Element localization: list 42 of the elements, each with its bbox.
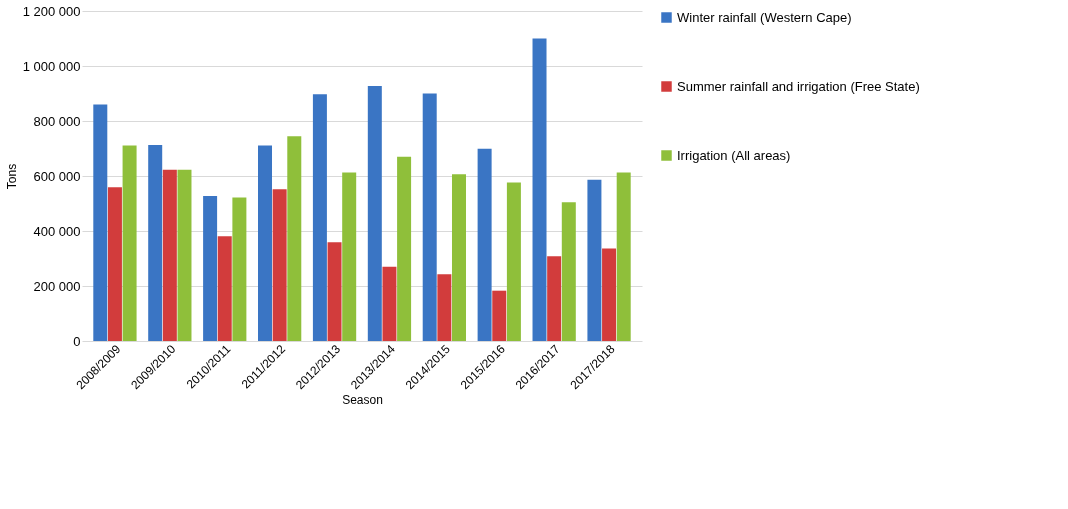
bar [587,179,602,341]
bar [232,197,247,341]
bar [616,172,631,341]
bar [122,145,137,341]
bar [547,256,562,341]
bar [258,145,273,341]
legend-label: Irrigation (All areas) [677,147,791,163]
bar [162,169,177,341]
bar [477,148,492,341]
bar [327,242,342,341]
y-tick-label: 400 000 [33,223,81,239]
y-tick-label: 1 000 000 [22,58,81,74]
bar [367,86,382,341]
x-axis-title: Season [342,393,383,408]
bar [422,93,437,341]
y-tick-label: 0 [73,333,81,349]
bar [451,174,466,341]
y-tick-label: 800 000 [33,113,81,129]
bar [397,156,412,341]
bar [437,274,452,341]
bar [203,196,218,341]
bar [492,290,507,341]
bar [272,189,287,341]
bar [342,172,357,341]
bar [506,182,521,341]
bar [602,248,617,341]
bar [287,136,302,341]
y-tick-label: 600 000 [33,168,81,184]
y-axis-title: Tons [4,163,19,190]
bar [561,202,576,341]
legend-label: Winter rainfall (Western Cape) [677,9,852,25]
bar [107,187,122,341]
bar [217,236,232,341]
legend-label: Summer rainfall and irrigation (Free State) [677,78,920,94]
y-tick-label: 200 000 [33,278,81,294]
bar [148,144,163,341]
bar [93,104,108,341]
bar [312,94,327,341]
bar [532,38,547,341]
bar [382,266,397,341]
bar [177,169,192,341]
y-tick-label: 1 200 000 [22,3,81,19]
